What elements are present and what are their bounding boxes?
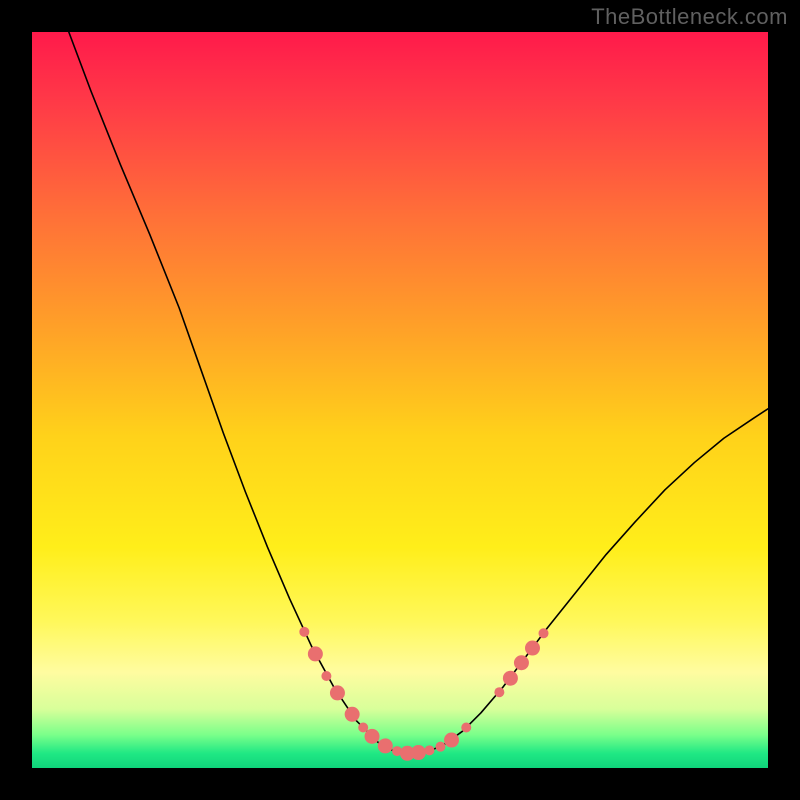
chart-frame: TheBottleneck.com — [0, 0, 800, 800]
bottleneck-chart — [0, 0, 800, 800]
watermark-text: TheBottleneck.com — [591, 4, 788, 30]
